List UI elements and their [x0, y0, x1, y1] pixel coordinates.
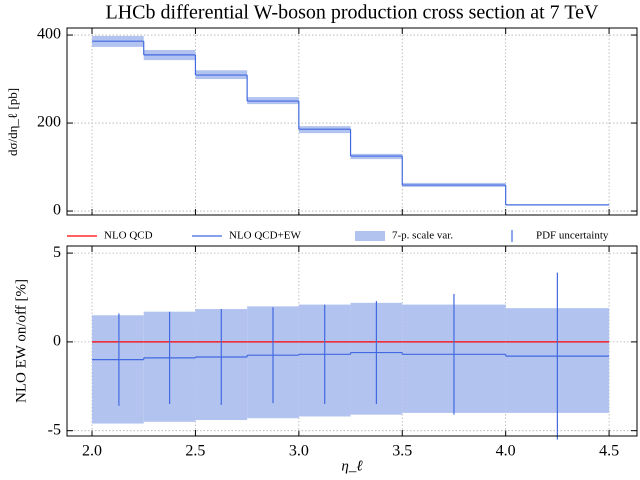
- y-tick-label: -5: [48, 421, 61, 438]
- x-tick-label: 4.5: [599, 443, 619, 460]
- x-axis-label: η_ℓ: [341, 458, 362, 474]
- legend-label: NLO QCD: [104, 230, 153, 242]
- axes-frame: [66, 27, 638, 216]
- legend-label: PDF uncertainty: [536, 230, 609, 242]
- legend-label: NLO QCD+EW: [229, 230, 302, 242]
- x-tick-label: 3.5: [392, 443, 412, 460]
- y-tick-label: 400: [37, 26, 61, 43]
- y-axis-label: dσ/dη_ℓ [pb]: [5, 88, 20, 156]
- y-tick-label: 5: [53, 244, 61, 261]
- y-axis-label: NLO EW on/off [%]: [13, 279, 29, 403]
- y-tick-label: 0: [53, 202, 61, 219]
- y-tick-label: 200: [37, 114, 61, 131]
- x-tick-label: 2.5: [185, 443, 205, 460]
- x-tick-label: 4.0: [496, 443, 516, 460]
- band: [92, 315, 144, 424]
- legend-label: 7-p. scale var.: [392, 230, 453, 242]
- legend-swatch: [355, 231, 385, 241]
- x-tick-label: 2.0: [82, 443, 102, 460]
- chart-title: LHCb differential W-boson production cro…: [106, 2, 600, 24]
- axes-frame: [66, 245, 638, 437]
- y-tick-label: 0: [53, 333, 61, 350]
- x-tick-label: 3.0: [289, 443, 309, 460]
